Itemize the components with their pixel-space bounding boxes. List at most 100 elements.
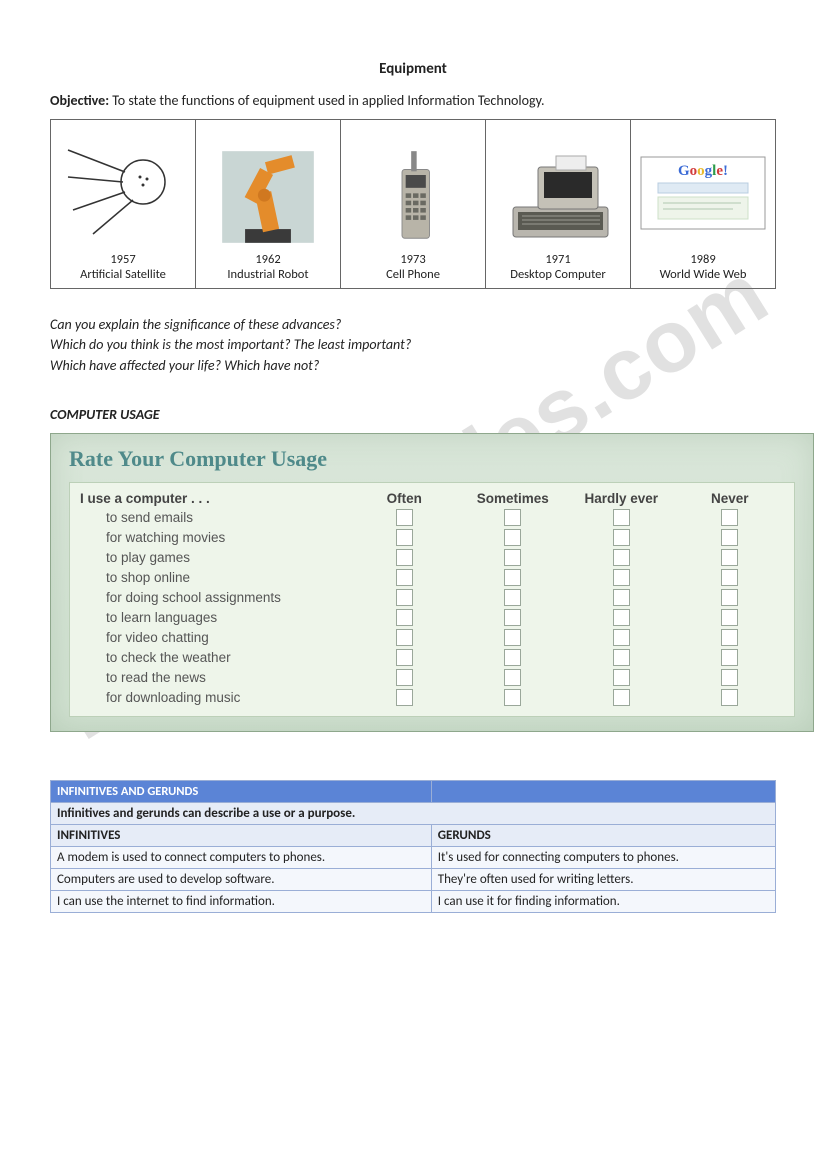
rate-checkbox-cell (350, 529, 459, 546)
checkbox[interactable] (396, 609, 413, 626)
rate-col-head: Never (676, 491, 785, 506)
www-icon: Google! (633, 142, 773, 252)
satellite-icon (53, 142, 193, 252)
checkbox[interactable] (613, 629, 630, 646)
checkbox[interactable] (721, 669, 738, 686)
rate-checkbox-cell (459, 609, 568, 626)
checkbox[interactable] (721, 569, 738, 586)
checkbox[interactable] (721, 609, 738, 626)
checkbox[interactable] (504, 649, 521, 666)
timeline-label: World Wide Web (633, 267, 773, 282)
checkbox[interactable] (721, 649, 738, 666)
checkbox[interactable] (504, 569, 521, 586)
timeline-label: Industrial Robot (198, 267, 338, 282)
checkbox[interactable] (396, 549, 413, 566)
timeline-year: 1971 (488, 252, 628, 267)
grammar-header-spacer (431, 780, 775, 802)
checkbox[interactable] (396, 569, 413, 586)
checkbox[interactable] (396, 629, 413, 646)
checkbox[interactable] (613, 529, 630, 546)
checkbox[interactable] (504, 529, 521, 546)
rate-checkbox-cell (350, 509, 459, 526)
rate-panel: Rate Your Computer Usage I use a compute… (50, 433, 814, 732)
checkbox[interactable] (721, 629, 738, 646)
rate-item-label: to send emails (80, 510, 350, 525)
rate-item-label: for doing school assignments (80, 590, 350, 605)
objective-label: Objective: (50, 92, 109, 109)
checkbox[interactable] (504, 629, 521, 646)
checkbox[interactable] (613, 689, 630, 706)
rate-col-head: Sometimes (459, 491, 568, 506)
timeline-cell: 1957 Artificial Satellite (51, 120, 196, 289)
robot-icon (198, 142, 338, 252)
checkbox[interactable] (721, 549, 738, 566)
rate-item-label: for watching movies (80, 530, 350, 545)
rate-item-label: to check the weather (80, 650, 350, 665)
checkbox[interactable] (504, 549, 521, 566)
checkbox[interactable] (721, 589, 738, 606)
rate-checkbox-cell (350, 609, 459, 626)
checkbox[interactable] (613, 589, 630, 606)
rate-checkbox-cell (676, 509, 785, 526)
desktop-icon (488, 142, 628, 252)
timeline-year: 1962 (198, 252, 338, 267)
checkbox[interactable] (613, 509, 630, 526)
svg-text:Google!: Google! (678, 163, 728, 179)
grammar-cell: A modem is used to connect computers to … (51, 846, 432, 868)
rate-item-label: for downloading music (80, 690, 350, 705)
discussion-questions: Can you explain the significance of thes… (50, 315, 776, 376)
timeline-year: 1989 (633, 252, 773, 267)
rate-checkbox-cell (459, 549, 568, 566)
rate-checkbox-cell (459, 649, 568, 666)
rate-checkbox-cell (459, 629, 568, 646)
rate-grid: I use a computer . . . Often Sometimes H… (80, 491, 784, 706)
checkbox[interactable] (504, 689, 521, 706)
grammar-col-left: INFINITIVES (51, 824, 432, 846)
rate-checkbox-cell (350, 589, 459, 606)
rate-checkbox-cell (567, 689, 676, 706)
checkbox[interactable] (396, 689, 413, 706)
checkbox[interactable] (721, 529, 738, 546)
timeline-label: Cell Phone (343, 267, 483, 282)
checkbox[interactable] (613, 609, 630, 626)
checkbox[interactable] (504, 509, 521, 526)
rate-checkbox-cell (676, 649, 785, 666)
checkbox[interactable] (396, 589, 413, 606)
timeline-label: Desktop Computer (488, 267, 628, 282)
rate-checkbox-cell (676, 529, 785, 546)
timeline-cell: 1973 Cell Phone (341, 120, 486, 289)
checkbox[interactable] (504, 589, 521, 606)
rate-item-label: for video chatting (80, 630, 350, 645)
page-title: Equipment (50, 60, 776, 78)
rate-checkbox-cell (459, 569, 568, 586)
rate-item-label: to shop online (80, 570, 350, 585)
timeline-label: Artificial Satellite (53, 267, 193, 282)
checkbox[interactable] (504, 609, 521, 626)
checkbox[interactable] (396, 649, 413, 666)
checkbox[interactable] (613, 669, 630, 686)
section-heading: COMPUTER USAGE (50, 406, 776, 423)
question-line: Which do you think is the most important… (50, 335, 776, 355)
timeline-cell: 1971 Desktop Computer (486, 120, 631, 289)
timeline-cell: 1962 Industrial Robot (196, 120, 341, 289)
timeline-year: 1973 (343, 252, 483, 267)
checkbox[interactable] (721, 509, 738, 526)
rate-col-head: Often (350, 491, 459, 506)
question-line: Can you explain the significance of thes… (50, 315, 776, 335)
rate-checkbox-cell (350, 689, 459, 706)
checkbox[interactable] (721, 689, 738, 706)
rate-checkbox-cell (459, 509, 568, 526)
checkbox[interactable] (396, 529, 413, 546)
checkbox[interactable] (396, 509, 413, 526)
checkbox[interactable] (396, 669, 413, 686)
timeline-year: 1957 (53, 252, 193, 267)
cellphone-icon (343, 142, 483, 252)
checkbox[interactable] (504, 669, 521, 686)
checkbox[interactable] (613, 569, 630, 586)
checkbox[interactable] (613, 649, 630, 666)
checkbox[interactable] (613, 549, 630, 566)
rate-lead: I use a computer . . . (80, 491, 350, 506)
rate-item-label: to read the news (80, 670, 350, 685)
timeline-cell: Google! 1989 World Wide Web (631, 120, 776, 289)
rate-checkbox-cell (459, 589, 568, 606)
